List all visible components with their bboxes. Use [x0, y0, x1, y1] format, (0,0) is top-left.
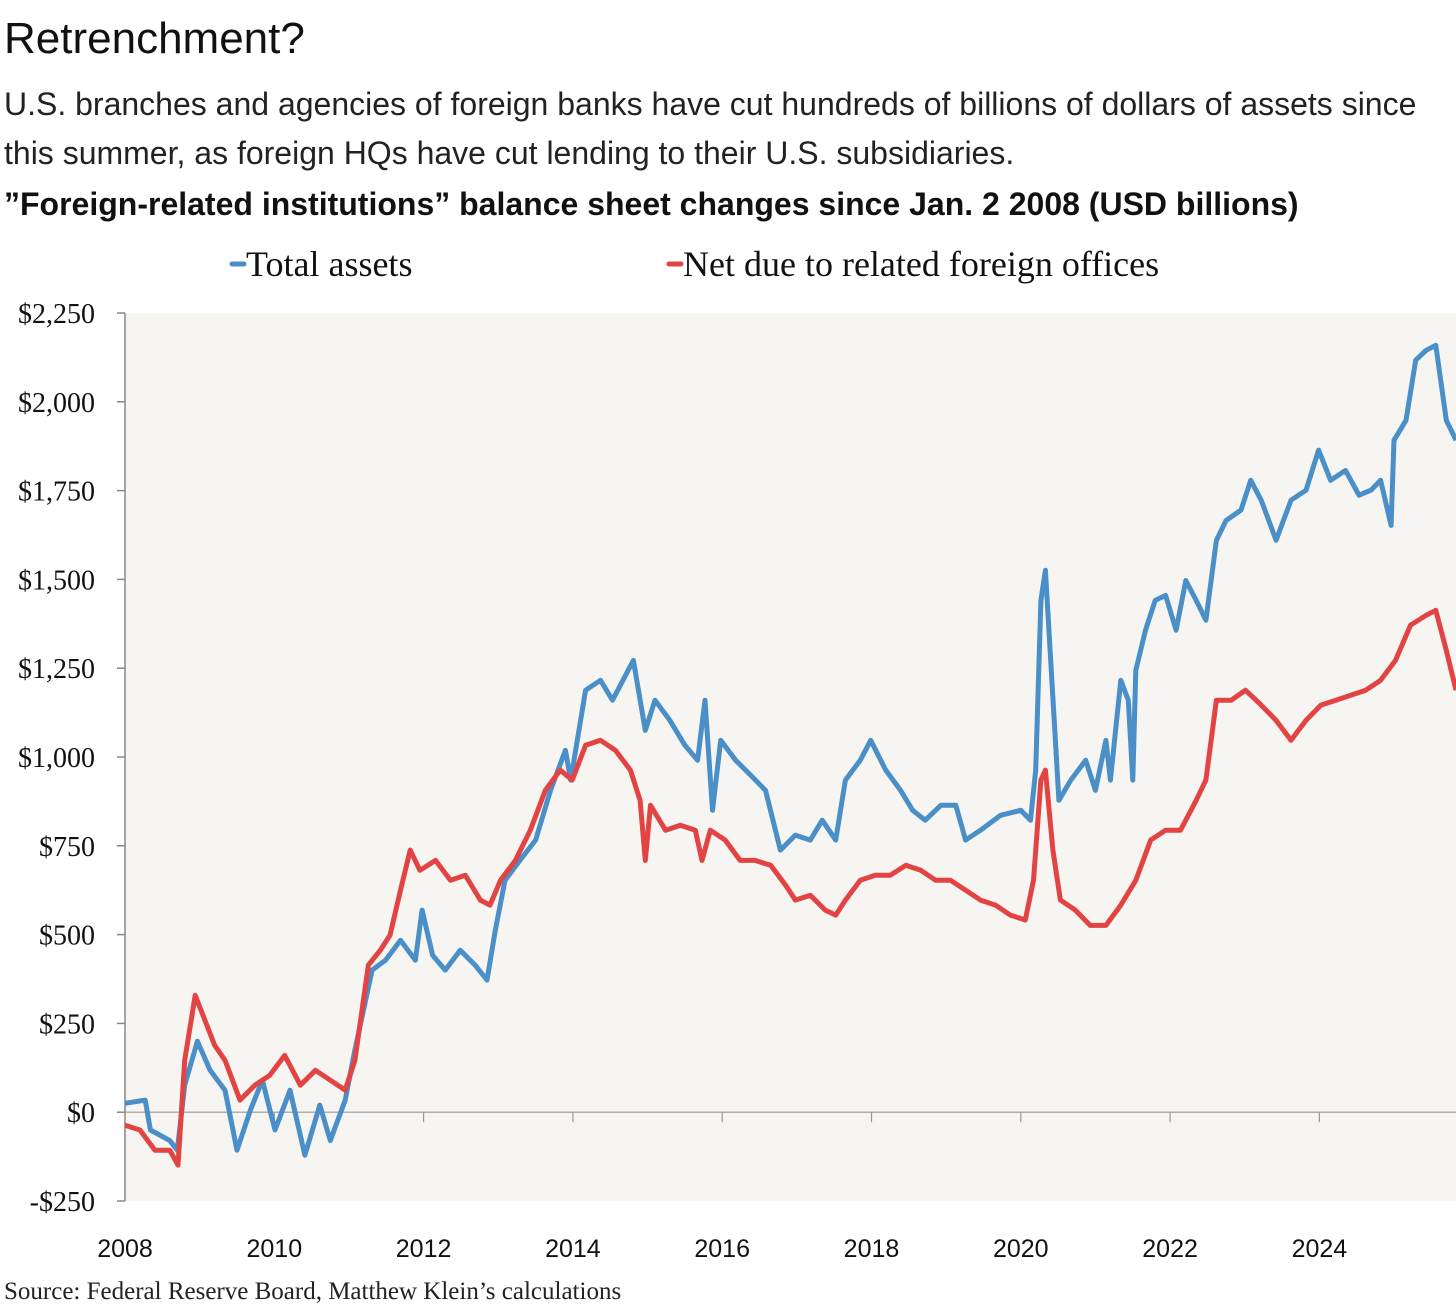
legend-label-net-due: Net due to related foreign offices: [683, 244, 1159, 284]
chart-title: Retrenchment?: [4, 14, 305, 63]
x-tick-label: 2022: [1142, 1235, 1198, 1263]
y-tick-label: $500: [39, 921, 95, 952]
source-note: Source: Federal Reserve Board, Matthew K…: [4, 1278, 622, 1305]
y-tick-label: $250: [39, 1009, 95, 1040]
plot-background: [125, 313, 1456, 1201]
x-tick-label: 2010: [246, 1235, 302, 1263]
x-tick-label: 2014: [545, 1235, 601, 1263]
x-tick-label: 2018: [844, 1235, 900, 1263]
y-tick-label: $1,750: [18, 477, 95, 508]
x-tick-label: 2008: [97, 1235, 153, 1263]
x-tick-label: 2016: [694, 1235, 750, 1263]
y-tick-label: $2,000: [18, 388, 95, 419]
y-tick-label: -$250: [30, 1187, 95, 1218]
chart-heading: ”Foreign-related institutions” balance s…: [4, 186, 1299, 222]
y-tick-label: $1,000: [18, 743, 95, 774]
legend-label-total-assets: Total assets: [246, 244, 412, 284]
x-tick-label: 2012: [396, 1235, 452, 1263]
x-tick-label: 2024: [1292, 1235, 1348, 1263]
y-tick-label: $750: [39, 832, 95, 863]
x-tick-label: 2020: [993, 1235, 1049, 1263]
chart-subtitle: U.S. branches and agencies of foreign ba…: [4, 86, 1417, 171]
y-tick-label: $1,250: [18, 654, 95, 685]
y-tick-label: $0: [67, 1098, 95, 1129]
y-tick-label: $1,500: [18, 565, 95, 596]
series-line-net-due: [124, 607, 1456, 1168]
y-tick-label: $2,250: [18, 299, 95, 330]
legend: Total assets Net due to related foreign …: [229, 244, 1159, 284]
